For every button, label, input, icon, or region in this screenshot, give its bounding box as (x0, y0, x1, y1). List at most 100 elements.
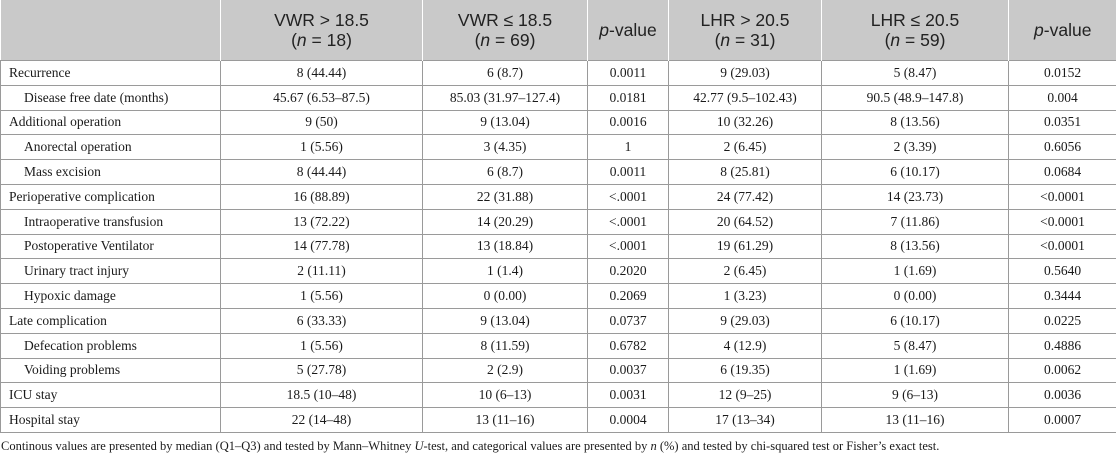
table-row: Late complication 6 (33.33) 9 (13.04) 0.073… (0, 307, 1116, 334)
table-cell: 45.67 (6.53–87.5) (220, 84, 423, 111)
table-cell: 6 (8.7) (422, 60, 588, 86)
table-cell: 85.03 (31.97–127.4) (422, 84, 588, 111)
table-cell: 9 (50) (220, 109, 423, 136)
table-cell: 1 (587, 134, 669, 161)
header-lhr-low-n: 59 (920, 30, 940, 50)
table-row: Mass excision 8 (44.44) 6 (8.7) 0.0011 8 (25… (0, 159, 1116, 185)
table-cell: 0.0011 (587, 159, 669, 185)
table-cell: 0.0037 (587, 357, 669, 384)
row-label: Intraoperative transfusion (0, 208, 221, 235)
table-cell: 0.0225 (1008, 307, 1116, 334)
table-cell: 1 (5.56) (220, 134, 423, 161)
header-vwr-low: VWR ≤ 18.5 (n = 69) (422, 0, 588, 61)
table-cell: 17 (13–34) (668, 407, 822, 433)
table-cell: 0.0007 (1008, 407, 1116, 433)
table-cell: 9 (29.03) (668, 307, 822, 334)
row-label: Voiding problems (0, 357, 221, 384)
table-cell: 13 (11–16) (422, 407, 588, 433)
table-cell: 0.5640 (1008, 258, 1116, 285)
table-cell: 9 (6–13) (821, 382, 1009, 409)
header-lhr-low: LHR ≤ 20.5 (n = 59) (821, 0, 1009, 61)
table-cell: 0.2020 (587, 258, 669, 285)
results-table: VWR > 18.5 (n = 18) VWR ≤ 18.5 (n = 69) p-… (0, 0, 1116, 433)
row-label: Postoperative Ventilator (0, 233, 221, 260)
row-label: Anorectal operation (0, 134, 221, 161)
table-cell: 0.0737 (587, 307, 669, 334)
table-cell: 5 (27.78) (220, 357, 423, 384)
table-cell: 22 (31.88) (422, 183, 588, 210)
header-lhr-high: LHR > 20.5 (n = 31) (668, 0, 822, 61)
table-cell: 20 (64.52) (668, 208, 822, 235)
table-cell: 5 (8.47) (821, 60, 1009, 86)
table-cell: 8 (25.81) (668, 159, 822, 185)
table-cell: 10 (6–13) (422, 382, 588, 409)
table-cell: 7 (11.86) (821, 208, 1009, 235)
row-label: Defecation problems (0, 332, 221, 359)
table-cell: <0.0001 (1008, 183, 1116, 210)
table-cell: 0 (0.00) (821, 283, 1009, 309)
table-cell: 2 (3.39) (821, 134, 1009, 161)
table-cell: 2 (2.9) (422, 357, 588, 384)
table-row: Voiding problems 5 (27.78) 2 (2.9) 0.0037 6 … (0, 357, 1116, 384)
header-empty (0, 0, 221, 61)
header-lhr-low-label: LHR ≤ 20.5 (870, 10, 960, 30)
row-label: Recurrence (0, 60, 221, 86)
table-cell: 90.5 (48.9–147.8) (821, 84, 1009, 111)
table-row: Hypoxic damage 1 (5.56) 0 (0.00) 0.2069 1 (3… (0, 283, 1116, 309)
table-cell: 13 (18.84) (422, 233, 588, 260)
table-cell: 1 (1.69) (821, 357, 1009, 384)
table-cell: 0.0036 (1008, 382, 1116, 409)
table-cell: 0.0181 (587, 84, 669, 111)
table-cell: 6 (10.17) (821, 159, 1009, 185)
table-cell: 0.0684 (1008, 159, 1116, 185)
table-footnote: Continous values are presented by median… (1, 438, 940, 453)
header-vwr-high-n: 18 (326, 30, 347, 50)
table-row: Postoperative Ventilator 14 (77.78) 13 (18… (0, 233, 1116, 260)
table-cell: 2 (6.45) (668, 258, 822, 285)
table-cell: 0.0152 (1008, 60, 1116, 86)
table-cell: 8 (13.56) (821, 109, 1009, 136)
table-row: Anorectal operation 1 (5.56) 3 (4.35) 1 2 (6… (0, 134, 1116, 161)
header-p-value-lhr: p-value (1008, 0, 1116, 61)
table-cell: 5 (8.47) (821, 332, 1009, 359)
table-cell: 8 (44.44) (220, 60, 423, 86)
table-cell: 0.0004 (587, 407, 669, 433)
row-label: ICU stay (0, 382, 221, 409)
table-row: Intraoperative transfusion 13 (72.22) 14 (… (0, 208, 1116, 235)
table-cell: 42.77 (9.5–102.43) (668, 84, 822, 111)
table-cell: 2 (6.45) (668, 134, 822, 161)
table-cell: 18.5 (10–48) (220, 382, 423, 409)
table-cell: 0.2069 (587, 283, 669, 309)
header-vwr-high-label: VWR > 18.5 (274, 10, 369, 30)
table-cell: 10 (32.26) (668, 109, 822, 136)
table-cell: 8 (44.44) (220, 159, 423, 185)
row-label: Perioperative complication (0, 183, 221, 210)
table-cell: 0.0011 (587, 60, 669, 86)
row-label: Additional operation (0, 109, 221, 136)
table-cell: 0.0062 (1008, 357, 1116, 384)
table-cell: 6 (19.35) (668, 357, 822, 384)
table-cell: 9 (13.04) (422, 109, 588, 136)
table-cell: 14 (77.78) (220, 233, 423, 260)
table-cell: 22 (14–48) (220, 407, 423, 433)
table-cell: 16 (88.89) (220, 183, 423, 210)
table-cell: 0.3444 (1008, 283, 1116, 309)
row-label: Hypoxic damage (0, 283, 221, 309)
header-vwr-low-n: 69 (510, 30, 530, 50)
table-row: Perioperative complication 16 (88.89) 22 (… (0, 183, 1116, 210)
row-label: Urinary tract injury (0, 258, 221, 285)
table-cell: 6 (8.7) (422, 159, 588, 185)
table-cell: 0.6056 (1008, 134, 1116, 161)
header-p-value-vwr: p-value (587, 0, 669, 61)
table-cell: <0.0001 (1008, 233, 1116, 260)
table-row: Hospital stay 22 (14–48) 13 (11–16) 0.0004 1… (0, 407, 1116, 433)
row-label: Mass excision (0, 159, 221, 185)
row-label: Hospital stay (0, 407, 221, 433)
table-cell: 19 (61.29) (668, 233, 822, 260)
table-cell: 9 (13.04) (422, 307, 588, 334)
header-lhr-high-label: LHR > 20.5 (700, 10, 790, 30)
table-cell: 4 (12.9) (668, 332, 822, 359)
table-cell: <.0001 (587, 233, 669, 260)
table-row: Additional operation 9 (50) 9 (13.04) 0.001… (0, 109, 1116, 136)
table-cell: 1 (5.56) (220, 283, 423, 309)
